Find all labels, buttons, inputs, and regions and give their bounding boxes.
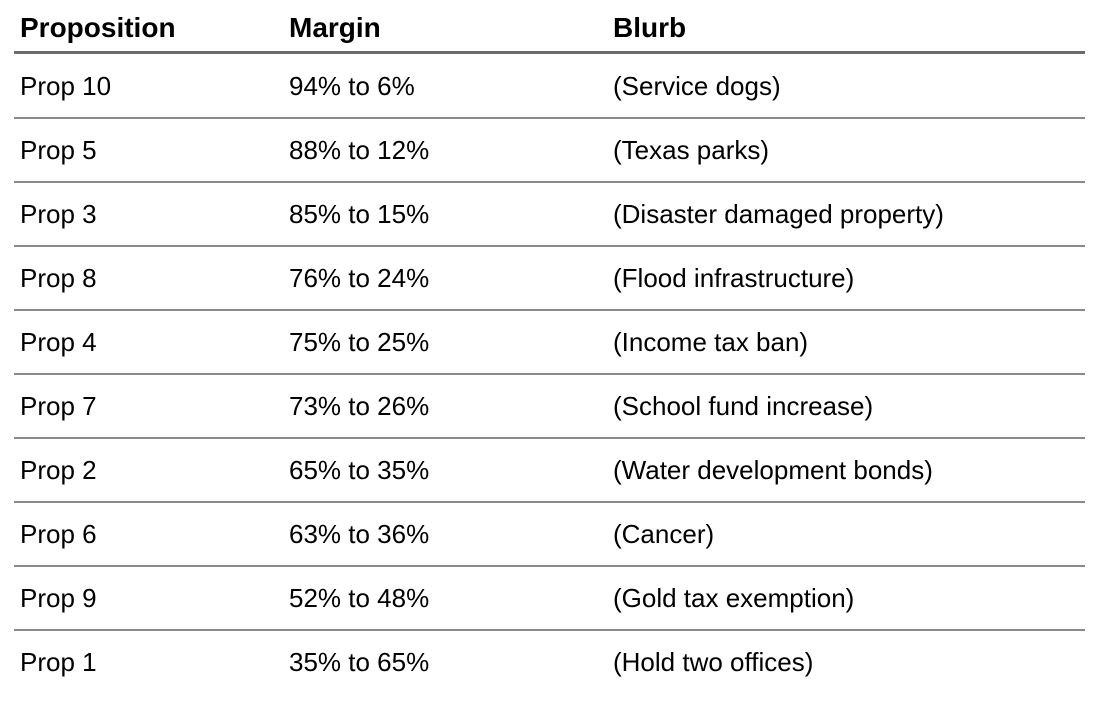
row-divider	[14, 629, 1085, 631]
blurb-cell: (Water development bonds)	[613, 455, 933, 485]
row-divider	[14, 181, 1085, 183]
proposition-cell: Prop 7	[20, 391, 97, 421]
table-row: Prop 7 73% to 26% (School fund increase)	[0, 374, 1100, 439]
table-row: Prop 2 65% to 35% (Water development bon…	[0, 438, 1100, 503]
margin-cell: 94% to 6%	[289, 71, 415, 101]
header-margin: Margin	[289, 12, 381, 43]
proposition-cell: Prop 1	[20, 647, 97, 677]
margin-cell: 52% to 48%	[289, 583, 430, 613]
row-divider	[14, 309, 1085, 311]
margin-cell: 75% to 25%	[289, 327, 430, 357]
proposition-cell: Prop 5	[20, 135, 97, 165]
proposition-cell: Prop 8	[20, 263, 97, 293]
blurb-cell: (Disaster damaged property)	[613, 199, 944, 229]
row-divider	[14, 117, 1085, 119]
table-row: Prop 1 35% to 65% (Hold two offices)	[0, 630, 1100, 694]
header-blurb: Blurb	[613, 12, 687, 43]
blurb-cell: (Hold two offices)	[613, 647, 814, 677]
row-divider	[14, 501, 1085, 503]
proposition-cell: Prop 9	[20, 583, 97, 613]
table-row: Prop 3 85% to 15% (Disaster damaged prop…	[0, 182, 1100, 247]
header-proposition: Proposition	[20, 12, 176, 43]
margin-cell: 88% to 12%	[289, 135, 430, 165]
blurb-cell: (Service dogs)	[613, 71, 781, 101]
proposition-cell: Prop 10	[20, 71, 112, 101]
blurb-cell: (Gold tax exemption)	[613, 583, 855, 613]
table-row: Prop 6 63% to 36% (Cancer)	[0, 502, 1100, 567]
margin-cell: 63% to 36%	[289, 519, 430, 549]
table-row: Prop 5 88% to 12% (Texas parks)	[0, 118, 1100, 183]
margin-cell: 76% to 24%	[289, 263, 430, 293]
blurb-cell: (Flood infrastructure)	[613, 263, 855, 293]
margin-cell: 73% to 26%	[289, 391, 430, 421]
margin-cell: 35% to 65%	[289, 647, 430, 677]
margin-cell: 85% to 15%	[289, 199, 430, 229]
table-row: Prop 8 76% to 24% (Flood infrastructure)	[0, 246, 1100, 311]
blurb-cell: (School fund increase)	[613, 391, 874, 421]
proposition-cell: Prop 4	[20, 327, 97, 357]
blurb-cell: (Texas parks)	[613, 135, 770, 165]
proposition-cell: Prop 6	[20, 519, 97, 549]
row-divider	[14, 245, 1085, 247]
table-row: Prop 10 94% to 6% (Service dogs)	[0, 54, 1100, 119]
proposition-cell: Prop 3	[20, 199, 97, 229]
header-divider	[14, 51, 1085, 54]
blurb-cell: (Cancer)	[613, 519, 715, 549]
proposition-cell: Prop 2	[20, 455, 97, 485]
table-header-row: Proposition Margin Blurb	[0, 0, 1100, 54]
row-divider	[14, 373, 1085, 375]
table-row: Prop 4 75% to 25% (Income tax ban)	[0, 310, 1100, 375]
margin-cell: 65% to 35%	[289, 455, 430, 485]
row-divider	[14, 565, 1085, 567]
blurb-cell: (Income tax ban)	[613, 327, 809, 357]
table-row: Prop 9 52% to 48% (Gold tax exemption)	[0, 566, 1100, 631]
row-divider	[14, 437, 1085, 439]
